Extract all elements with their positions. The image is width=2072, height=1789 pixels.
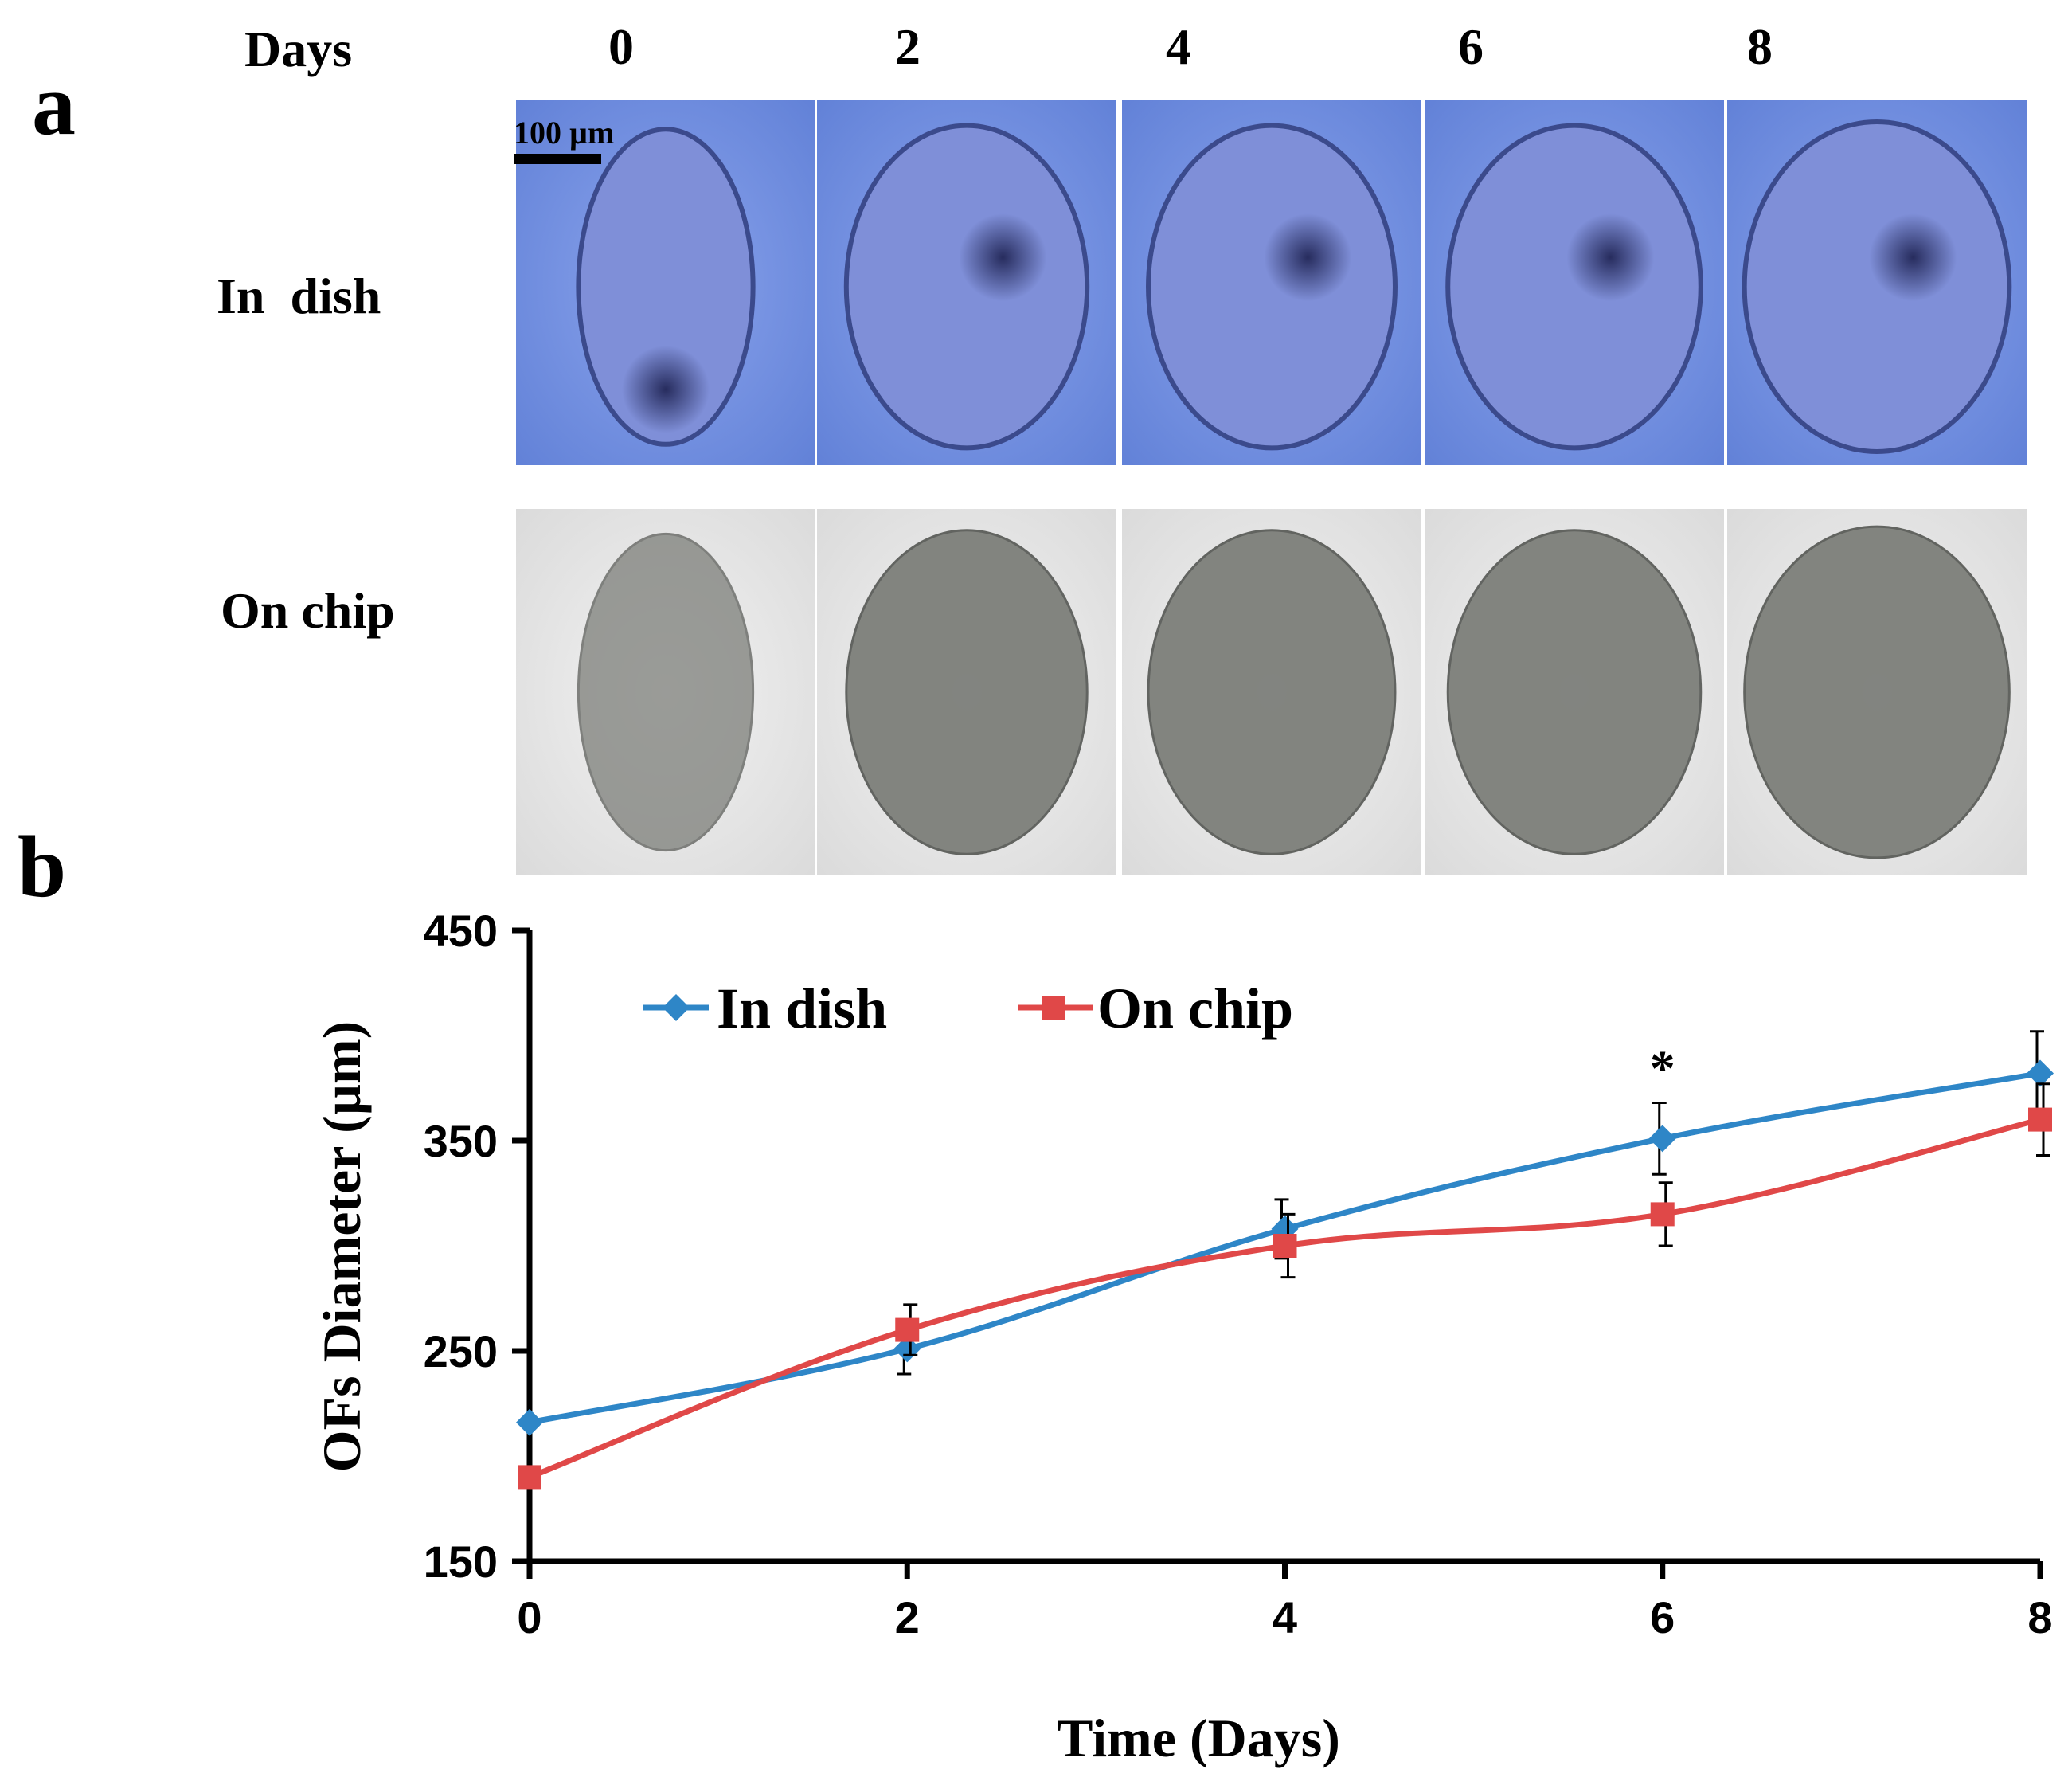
organoid-dish-day-4 — [1146, 123, 1398, 451]
micrograph-chip-day-8 — [1726, 507, 2028, 877]
day-header-2: 2 — [895, 18, 921, 75]
organoid-chip-day-0 — [577, 532, 755, 852]
series-in-dish — [516, 1030, 2054, 1436]
series-line-on-chip — [528, 1117, 2041, 1480]
point-on-chip — [1273, 1234, 1297, 1258]
micrograph-dish-day-8 — [1726, 99, 2028, 467]
y-tick-label: 350 — [424, 1116, 498, 1166]
legend-label-in-dish: In dish — [717, 977, 887, 1040]
dark-region — [1566, 213, 1655, 302]
organoid-chip-day-8 — [1743, 525, 2011, 859]
x-tick-label: 4 — [1273, 1592, 1297, 1642]
day-header-8: 8 — [1747, 18, 1773, 75]
organoid-chip-day-4 — [1147, 529, 1397, 855]
micrograph-chip-day-4 — [1120, 507, 1423, 877]
day-header-4: 4 — [1166, 18, 1191, 75]
y-tick-label: 150 — [424, 1537, 498, 1587]
x-tick-label: 8 — [2027, 1592, 2052, 1642]
micrograph-chip-day-0 — [514, 507, 817, 877]
series-on-chip — [518, 1082, 2052, 1490]
organoid-dish-day-6 — [1445, 123, 1703, 451]
micrograph-dish-day-6 — [1423, 99, 1726, 467]
micrograph-grid — [514, 99, 2028, 877]
x-tick-label: 6 — [1650, 1592, 1675, 1642]
dark-region — [622, 345, 710, 433]
organoid-dish-day-2 — [843, 123, 1090, 451]
point-on-chip — [1650, 1202, 1675, 1227]
y-tick-label: 450 — [424, 906, 498, 956]
organoid-dish-day-8 — [1742, 119, 2012, 454]
point-on-chip — [518, 1465, 541, 1490]
micrograph-dish-day-0 — [514, 99, 817, 467]
point-in-dish — [1648, 1125, 1676, 1153]
row-label-on-chip: On chip — [221, 582, 395, 639]
x-axis-title: Time (Days) — [1057, 1708, 1340, 1768]
micrograph-chip-day-2 — [815, 507, 1118, 877]
days-label: Days — [244, 21, 352, 77]
scale-bar-label: 100 µm — [514, 115, 614, 151]
line-chart: 150 250 350 450 0 2 4 6 8 * OFs Diameter (µm) T… — [311, 906, 2054, 1768]
point-on-chip — [895, 1317, 920, 1342]
panel-b-label: b — [18, 818, 66, 915]
x-tick-label: 0 — [517, 1592, 541, 1642]
organoid-chip-day-2 — [845, 529, 1089, 855]
significance-marker: * — [1650, 1039, 1675, 1096]
micrograph-dish-day-4 — [1120, 99, 1423, 467]
x-tick-label: 2 — [895, 1592, 920, 1642]
point-on-chip — [2028, 1107, 2052, 1132]
dark-region — [1869, 213, 1957, 302]
day-header-6: 6 — [1458, 18, 1484, 75]
legend-label-on-chip: On chip — [1097, 977, 1293, 1040]
scale-bar — [514, 154, 601, 164]
row-label-in-dish: In dish — [217, 268, 381, 324]
panel-a-label: a — [32, 56, 76, 153]
point-in-dish — [2027, 1059, 2054, 1087]
y-tick-label: 250 — [424, 1326, 498, 1376]
day-header-0: 0 — [608, 18, 634, 75]
dark-region — [959, 213, 1047, 302]
legend: In dish On chip — [643, 977, 1293, 1040]
dark-region — [1264, 213, 1352, 302]
micrograph-chip-day-6 — [1423, 507, 1726, 877]
y-axis-title: OFs Diameter (µm) — [311, 1021, 372, 1473]
legend-marker-in-dish — [663, 994, 690, 1021]
micrograph-dish-day-2 — [815, 99, 1118, 467]
point-in-dish — [516, 1408, 543, 1436]
organoid-dish-day-0 — [576, 127, 756, 447]
organoid-chip-day-6 — [1446, 529, 1703, 855]
legend-marker-on-chip — [1042, 996, 1065, 1020]
